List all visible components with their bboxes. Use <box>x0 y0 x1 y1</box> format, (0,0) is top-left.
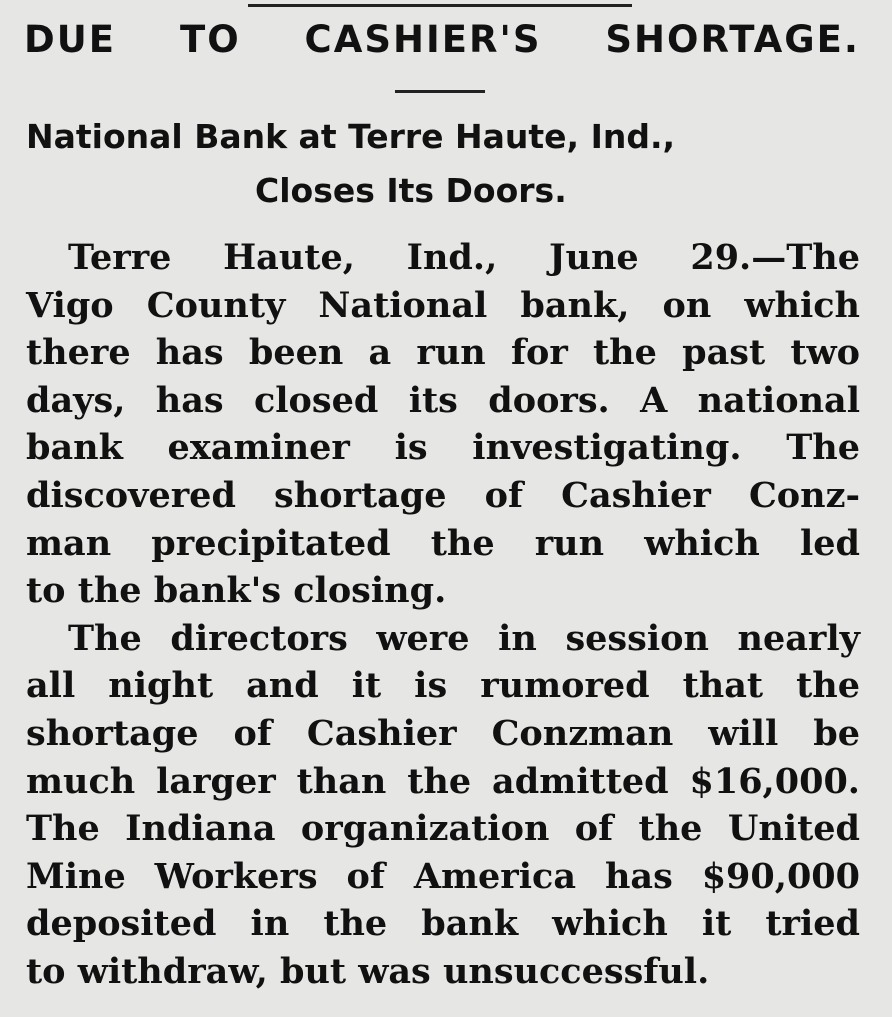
article-line: man precipitated the run which led <box>26 522 860 564</box>
article-line: Mine Workers of America has $90,000 <box>26 855 860 897</box>
subheadline-line-2: Closes Its Doors. <box>255 171 567 210</box>
headline-divider <box>395 90 485 93</box>
article-line: all night and it is rumored that the <box>26 665 860 707</box>
article-line: Terre Haute, Ind., June 29.—The <box>68 237 860 278</box>
article-line: much larger than the admitted $16,000. <box>26 760 860 802</box>
article-line: shortage of Cashier Conzman will be <box>26 712 860 754</box>
subheadline-line-1: National Bank at Terre Haute, Ind., <box>26 117 676 156</box>
article-body: Terre Haute, Ind., June 29.—The Vigo Coun… <box>26 234 860 996</box>
article-line: to withdraw, but was unsuccessful. <box>26 950 710 992</box>
article-line: The Indiana organization of the United <box>26 808 860 850</box>
top-rule <box>248 4 632 7</box>
article-line: to the bank's closing. <box>26 570 447 612</box>
article-line: days, has closed its doors. A national <box>26 379 860 421</box>
headline: DUE TO CASHIER'S SHORTAGE. <box>24 18 860 61</box>
article-line: deposited in the bank which it tried <box>26 903 860 945</box>
article-line: discovered shortage of Cashier Conz- <box>26 474 860 516</box>
article-line: The directors were in session nearly <box>68 617 860 659</box>
article-line: there has been a run for the past two <box>26 332 860 374</box>
article-line: bank examiner is investigating. The <box>26 427 860 469</box>
article-line: Vigo County National bank, on which <box>26 284 860 326</box>
